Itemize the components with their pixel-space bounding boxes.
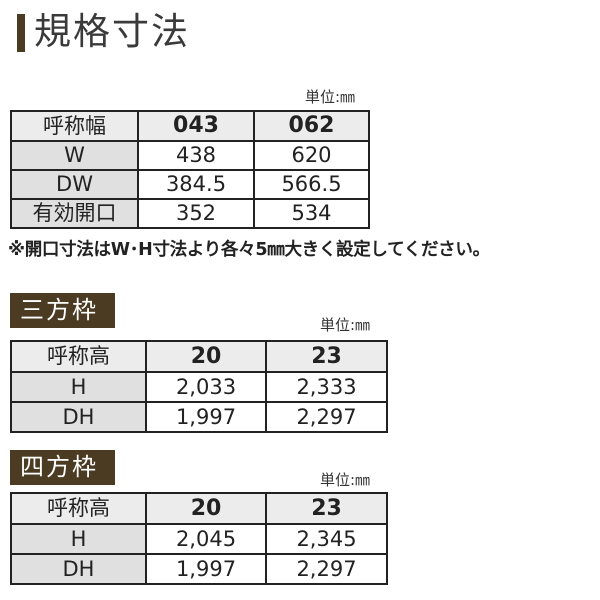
row-label: DH	[10, 401, 147, 433]
header-cell: 呼称高	[10, 492, 147, 525]
table-row: W 438 620	[10, 140, 370, 171]
cell: 438	[137, 140, 255, 171]
section-label-three-sided-frame: 三方枠	[10, 293, 115, 328]
row-label: DH	[10, 553, 147, 585]
cell: 566.5	[253, 169, 370, 200]
cell: 2,333	[265, 371, 388, 403]
note-text: ※開口寸法はW･H寸法より各々5㎜大きく設定してください。	[8, 240, 490, 260]
cell: 2,297	[265, 553, 388, 585]
table-row: DH 1,997 2,297	[10, 401, 388, 433]
table-header-row: 呼称高 20 23	[10, 492, 388, 525]
table-header-row: 呼称高 20 23	[10, 340, 388, 373]
cell: 1,997	[145, 401, 267, 433]
header-cell: 23	[265, 492, 388, 525]
cell: 352	[137, 198, 255, 229]
table-row: H 2,045 2,345	[10, 523, 388, 555]
section-label-four-sided-frame: 四方枠	[10, 450, 115, 485]
cell: 534	[253, 198, 370, 229]
header-cell: 23	[265, 340, 388, 373]
header-cell: 20	[145, 492, 267, 525]
row-label: W	[10, 140, 139, 171]
table-row: H 2,033 2,333	[10, 371, 388, 403]
table-row: DH 1,997 2,297	[10, 553, 388, 585]
row-label: DW	[10, 169, 139, 200]
row-label: H	[10, 371, 147, 403]
header-cell: 呼称高	[10, 340, 147, 373]
table-row: 有効開口 352 534	[10, 198, 370, 229]
header-cell: 062	[253, 110, 370, 142]
cell: 2,297	[265, 401, 388, 433]
cell: 2,033	[145, 371, 267, 403]
row-label: H	[10, 523, 147, 555]
cell: 620	[253, 140, 370, 171]
three-sided-frame-table: 呼称高 20 23 H 2,033 2,333 DH 1,997 2,297	[10, 340, 388, 433]
cell: 1,997	[145, 553, 267, 585]
four-sided-frame-table: 呼称高 20 23 H 2,045 2,345 DH 1,997 2,297	[10, 492, 388, 585]
page-title: 規格寸法	[34, 10, 190, 53]
row-label: 有効開口	[10, 198, 139, 229]
width-table: 呼称幅 043 062 W 438 620 DW 384.5 566.5 有効開…	[10, 110, 370, 229]
cell: 2,345	[265, 523, 388, 555]
cell: 2,045	[145, 523, 267, 555]
header-cell: 20	[145, 340, 267, 373]
title-accent-bar	[17, 14, 25, 52]
header-cell: 043	[137, 110, 255, 142]
table-header-row: 呼称幅 043 062	[10, 110, 370, 142]
table-row: DW 384.5 566.5	[10, 169, 370, 200]
cell: 384.5	[137, 169, 255, 200]
unit-label: 単位:㎜	[320, 316, 371, 334]
header-cell: 呼称幅	[10, 110, 139, 142]
unit-label: 単位:㎜	[305, 88, 356, 106]
unit-label: 単位:㎜	[320, 471, 371, 489]
